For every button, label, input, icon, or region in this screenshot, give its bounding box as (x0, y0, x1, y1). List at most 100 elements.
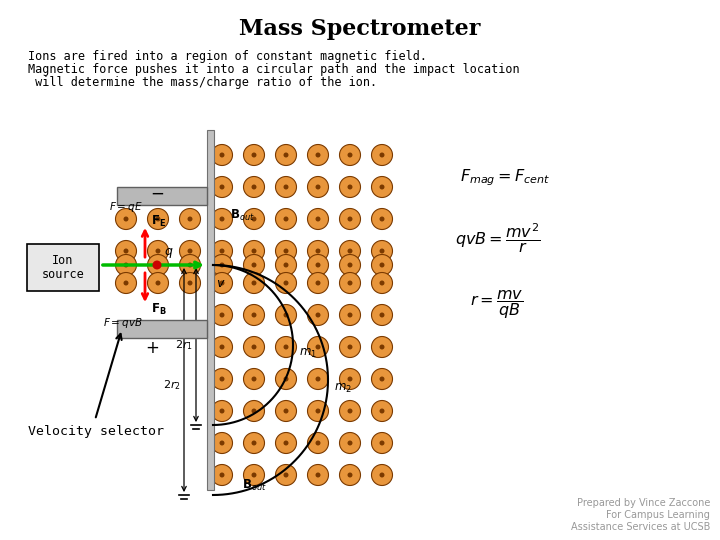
Circle shape (315, 185, 320, 190)
Bar (117, 187, 207, 205)
Circle shape (115, 254, 137, 275)
Circle shape (212, 305, 233, 326)
Circle shape (251, 185, 256, 190)
Circle shape (276, 305, 297, 326)
Circle shape (348, 280, 353, 286)
Circle shape (340, 401, 361, 422)
Text: For Campus Learning: For Campus Learning (606, 510, 710, 520)
Text: Mass Spectrometer: Mass Spectrometer (239, 18, 481, 40)
Circle shape (148, 273, 168, 294)
Circle shape (212, 273, 233, 294)
Circle shape (243, 336, 264, 357)
Circle shape (372, 368, 392, 389)
Circle shape (212, 368, 233, 389)
Circle shape (251, 376, 256, 381)
Circle shape (340, 305, 361, 326)
Circle shape (315, 248, 320, 253)
Text: $+$: $+$ (145, 339, 159, 357)
Circle shape (348, 441, 353, 446)
Circle shape (307, 368, 328, 389)
Circle shape (284, 185, 289, 190)
Circle shape (348, 152, 353, 158)
Circle shape (372, 401, 392, 422)
Circle shape (379, 280, 384, 286)
Text: $\mathbf{F_E}$: $\mathbf{F_E}$ (151, 213, 166, 228)
Circle shape (251, 248, 256, 253)
Circle shape (340, 254, 361, 275)
Circle shape (372, 208, 392, 230)
Circle shape (284, 345, 289, 349)
Text: $\mathbf{B}_{out}$: $\mathbf{B}_{out}$ (230, 207, 255, 222)
Circle shape (348, 217, 353, 221)
Circle shape (315, 376, 320, 381)
Circle shape (124, 248, 128, 253)
Circle shape (212, 464, 233, 485)
Circle shape (212, 177, 233, 198)
Bar (207, 130, 214, 490)
Circle shape (220, 280, 225, 286)
Circle shape (315, 152, 320, 158)
Circle shape (348, 262, 353, 267)
Circle shape (315, 408, 320, 414)
Circle shape (379, 472, 384, 477)
Circle shape (372, 305, 392, 326)
Circle shape (243, 464, 264, 485)
Circle shape (379, 152, 384, 158)
Circle shape (220, 376, 225, 381)
Circle shape (315, 441, 320, 446)
Circle shape (251, 280, 256, 286)
Text: $r = \dfrac{mv}{qB}$: $r = \dfrac{mv}{qB}$ (470, 288, 523, 321)
Circle shape (284, 408, 289, 414)
Circle shape (379, 441, 384, 446)
Circle shape (179, 240, 200, 261)
Circle shape (251, 441, 256, 446)
Circle shape (348, 376, 353, 381)
Circle shape (251, 345, 256, 349)
Circle shape (276, 464, 297, 485)
Circle shape (148, 240, 168, 261)
Text: $F = qE$: $F = qE$ (109, 200, 143, 214)
Circle shape (379, 217, 384, 221)
Circle shape (179, 273, 200, 294)
Circle shape (148, 254, 168, 275)
Circle shape (379, 248, 384, 253)
Circle shape (220, 441, 225, 446)
Circle shape (187, 248, 192, 253)
Circle shape (220, 262, 225, 267)
Circle shape (156, 280, 161, 286)
Circle shape (372, 145, 392, 165)
Circle shape (284, 441, 289, 446)
Circle shape (251, 262, 256, 267)
Circle shape (307, 254, 328, 275)
Circle shape (284, 152, 289, 158)
Circle shape (379, 313, 384, 318)
Bar (117, 320, 207, 338)
Circle shape (340, 464, 361, 485)
Circle shape (379, 345, 384, 349)
Circle shape (243, 208, 264, 230)
Circle shape (212, 240, 233, 261)
Circle shape (379, 376, 384, 381)
Circle shape (315, 262, 320, 267)
Circle shape (340, 240, 361, 261)
Text: $2r_2$: $2r_2$ (163, 378, 181, 392)
Circle shape (276, 240, 297, 261)
Circle shape (243, 273, 264, 294)
Text: $\mathbf{F_B}$: $\mathbf{F_B}$ (151, 301, 167, 316)
Circle shape (187, 262, 192, 267)
Circle shape (220, 248, 225, 253)
Text: Assistance Services at UCSB: Assistance Services at UCSB (571, 522, 710, 532)
Circle shape (307, 273, 328, 294)
Circle shape (372, 254, 392, 275)
Text: $\mathbf{B}_{out}$: $\mathbf{B}_{out}$ (242, 477, 266, 492)
FancyBboxPatch shape (27, 244, 99, 291)
Circle shape (315, 217, 320, 221)
Circle shape (284, 376, 289, 381)
Circle shape (348, 345, 353, 349)
Circle shape (379, 185, 384, 190)
Circle shape (307, 145, 328, 165)
Circle shape (276, 368, 297, 389)
Circle shape (212, 401, 233, 422)
Circle shape (315, 472, 320, 477)
Circle shape (372, 273, 392, 294)
